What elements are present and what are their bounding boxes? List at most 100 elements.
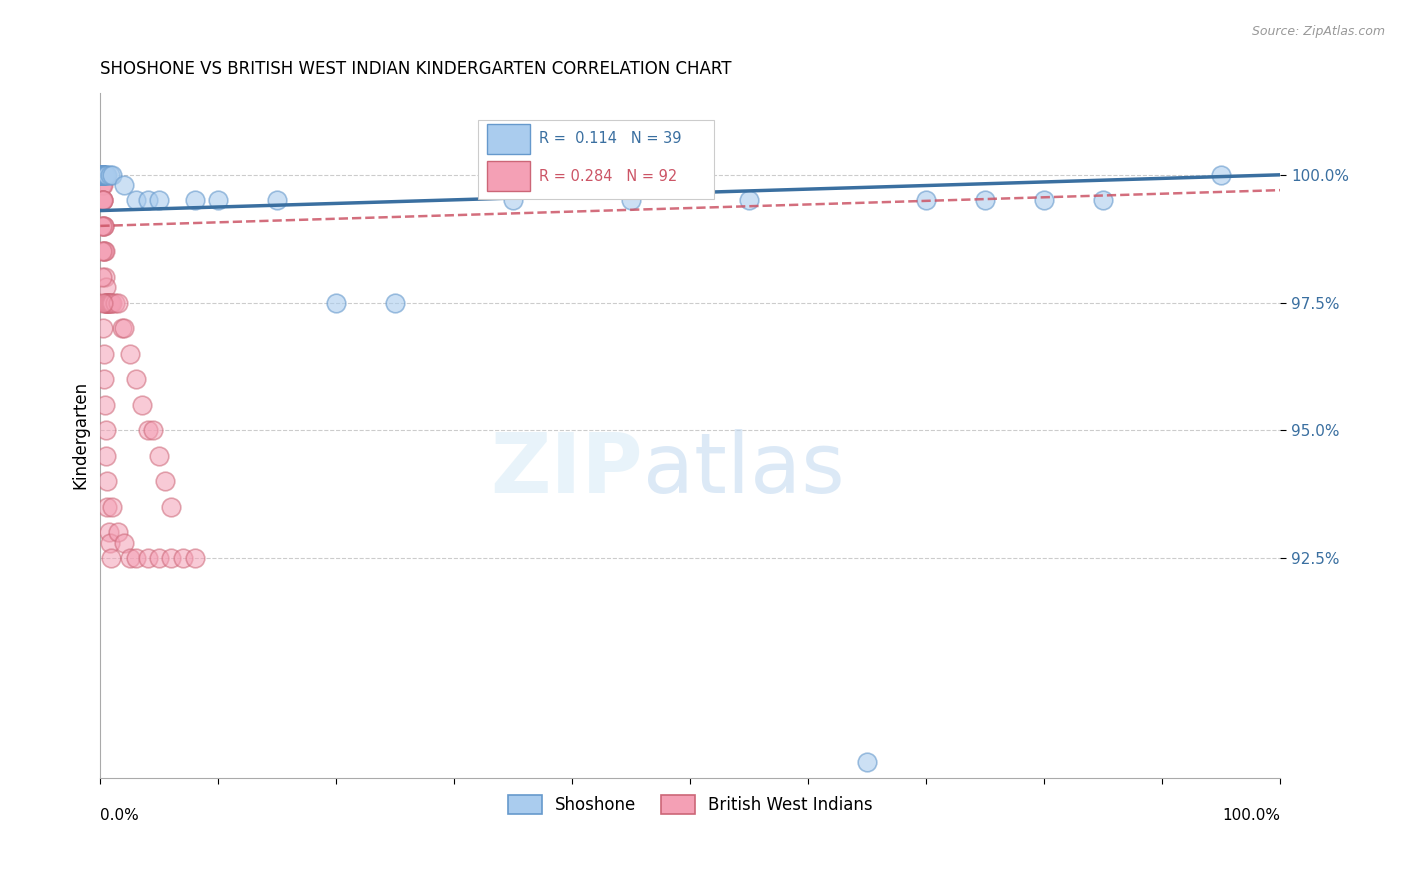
Point [148, 194, 170, 208]
Point [94, 295, 117, 310]
Point [91, 194, 114, 208]
Point [90, 168, 112, 182]
Point [125, 551, 148, 566]
Point [90, 168, 112, 182]
Point [91, 168, 114, 182]
Point [90, 168, 112, 182]
Point [184, 194, 207, 208]
Point [103, 295, 125, 310]
Point [125, 372, 148, 386]
Point [160, 500, 183, 514]
Point [91, 219, 114, 233]
Point [502, 194, 524, 208]
Point [325, 295, 347, 310]
Point [96, 449, 118, 463]
Point [91, 194, 114, 208]
Point [90, 168, 112, 182]
Bar [478, 120, 714, 199]
Point [90, 219, 112, 233]
Point [136, 194, 159, 208]
Point [620, 194, 643, 208]
Point [90, 168, 112, 182]
Point [101, 500, 124, 514]
Point [100, 295, 122, 310]
Point [91, 178, 114, 192]
Point [112, 178, 135, 192]
Text: R = 0.284   N = 92: R = 0.284 N = 92 [540, 169, 678, 184]
Point [91, 168, 114, 182]
Point [94, 280, 117, 294]
Point [148, 449, 170, 463]
Point [93, 219, 115, 233]
Point [136, 423, 159, 437]
Point [125, 194, 148, 208]
Point [90, 168, 112, 182]
Point [90, 168, 112, 182]
Point [384, 295, 406, 310]
Point [131, 398, 153, 412]
Point [90, 168, 112, 182]
Point [94, 398, 117, 412]
Text: 0.0%: 0.0% [100, 808, 139, 823]
Text: Source: ZipAtlas.com: Source: ZipAtlas.com [1251, 25, 1385, 38]
Legend: Shoshone, British West Indians: Shoshone, British West Indians [502, 789, 879, 821]
Point [90, 168, 112, 182]
Point [91, 194, 114, 208]
Point [93, 244, 115, 259]
Text: ZIP: ZIP [491, 429, 643, 510]
Point [94, 295, 117, 310]
Point [90, 168, 112, 182]
Point [856, 756, 879, 770]
Point [97, 295, 120, 310]
Point [91, 168, 114, 182]
Text: atlas: atlas [643, 429, 845, 510]
Point [96, 475, 118, 489]
Point [90, 168, 112, 182]
Point [97, 295, 120, 310]
Point [91, 168, 114, 182]
Point [110, 321, 132, 335]
Point [207, 194, 229, 208]
Point [90, 168, 112, 182]
Point [91, 194, 114, 208]
Point [112, 321, 135, 335]
Point [1211, 168, 1233, 182]
Point [91, 168, 114, 182]
Point [94, 270, 117, 285]
Point [915, 194, 938, 208]
Point [90, 168, 112, 182]
Point [91, 178, 114, 192]
Point [90, 168, 112, 182]
Point [90, 168, 112, 182]
Point [91, 168, 114, 182]
Point [118, 346, 141, 360]
Point [90, 168, 112, 182]
Point [101, 168, 124, 182]
Point [172, 551, 194, 566]
Text: SHOSHONE VS BRITISH WEST INDIAN KINDERGARTEN CORRELATION CHART: SHOSHONE VS BRITISH WEST INDIAN KINDERGA… [100, 60, 733, 78]
Point [90, 168, 112, 182]
Point [91, 168, 114, 182]
Point [91, 194, 114, 208]
Point [184, 551, 207, 566]
Point [91, 194, 114, 208]
Point [1033, 194, 1056, 208]
Point [91, 168, 114, 182]
Point [91, 168, 114, 182]
Point [90, 168, 112, 182]
Point [93, 244, 115, 259]
Point [98, 168, 121, 182]
Point [97, 525, 120, 540]
Point [1092, 194, 1115, 208]
Point [112, 535, 135, 549]
Point [96, 295, 118, 310]
Point [94, 168, 117, 182]
Point [155, 475, 177, 489]
Point [90, 168, 112, 182]
Point [93, 346, 115, 360]
Point [94, 423, 117, 437]
Point [974, 194, 997, 208]
Point [93, 168, 115, 182]
Bar [488, 161, 530, 191]
Point [90, 168, 112, 182]
